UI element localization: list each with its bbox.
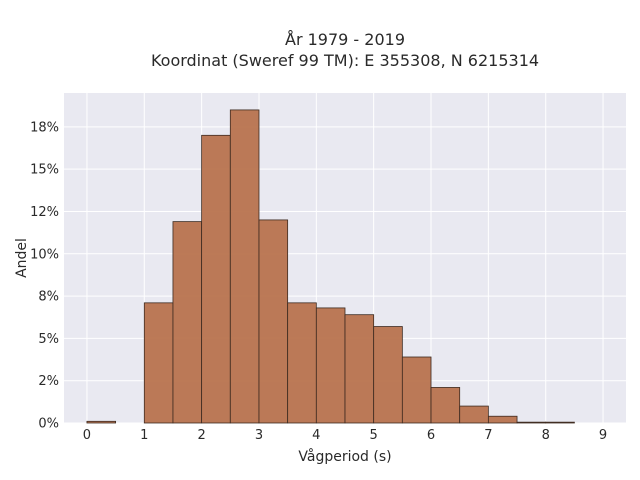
histogram-bar [86,420,117,424]
y-tick-label: 5% [38,332,59,347]
histogram-bar [143,302,174,424]
x-tick-label: 9 [599,428,607,443]
x-axis-ticks: 0 1 2 3 4 5 6 7 8 9 [83,428,607,443]
x-tick-label: 7 [484,428,492,443]
y-axis-label: Andel [14,238,30,278]
histogram-bar [545,421,575,424]
histogram-bar [430,387,461,424]
x-tick-label: 3 [255,428,263,443]
y-tick-label: 8% [38,290,59,305]
x-tick-label: 4 [312,428,320,443]
x-tick-label: 5 [370,428,378,443]
histogram-bar [172,221,203,424]
y-axis-ticks: 0% 2% 5% 8% 10% 12% 15% 18% [30,120,59,431]
histogram-bar [287,302,317,424]
histogram-bar [315,307,346,424]
y-tick-label: 0% [38,417,59,432]
histogram-bar [401,356,432,424]
y-tick-label: 2% [38,374,59,389]
histogram-bar [229,109,260,424]
chart-title-line2: Koordinat (Sweref 99 TM): E 355308, N 62… [151,51,539,70]
y-tick-label: 10% [30,247,59,262]
y-tick-label: 12% [30,205,59,220]
y-tick-label: 15% [30,163,59,178]
x-tick-label: 6 [427,428,435,443]
histogram-bar [201,134,231,424]
x-tick-label: 0 [83,428,91,443]
histogram-bar [373,326,403,424]
histogram-bar [487,415,518,424]
histogram-bar [344,314,375,424]
y-tick-label: 18% [30,120,59,135]
chart-title-line1: År 1979 - 2019 [285,30,405,49]
histogram-bar [258,219,289,424]
x-tick-label: 8 [542,428,550,443]
x-axis-label: Vågperiod (s) [298,448,391,465]
bars [86,109,575,424]
x-tick-label: 2 [197,428,205,443]
histogram-bar [459,405,489,424]
x-tick-label: 1 [140,428,148,443]
histogram-bar [516,421,547,424]
